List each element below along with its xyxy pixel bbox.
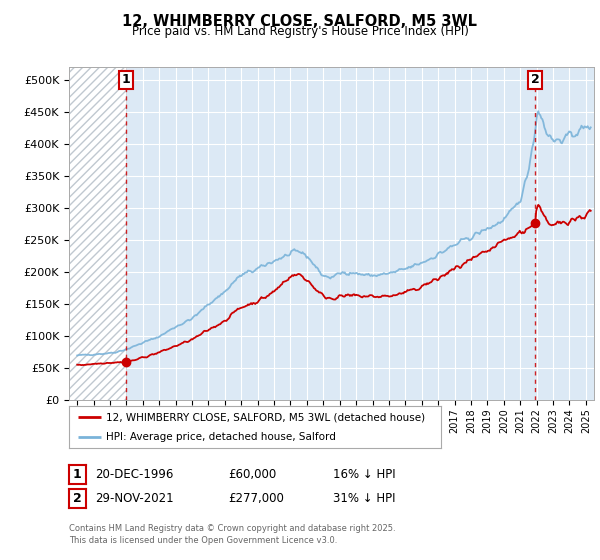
Text: 2: 2	[531, 73, 539, 86]
Text: 29-NOV-2021: 29-NOV-2021	[95, 492, 173, 505]
Text: 16% ↓ HPI: 16% ↓ HPI	[333, 468, 395, 482]
Text: Contains HM Land Registry data © Crown copyright and database right 2025.
This d: Contains HM Land Registry data © Crown c…	[69, 524, 395, 545]
Text: 1: 1	[122, 73, 130, 86]
Text: £277,000: £277,000	[228, 492, 284, 505]
Text: 12, WHIMBERRY CLOSE, SALFORD, M5 3WL: 12, WHIMBERRY CLOSE, SALFORD, M5 3WL	[122, 14, 478, 29]
Text: 2: 2	[73, 492, 82, 505]
Text: 12, WHIMBERRY CLOSE, SALFORD, M5 3WL (detached house): 12, WHIMBERRY CLOSE, SALFORD, M5 3WL (de…	[106, 412, 425, 422]
Text: 31% ↓ HPI: 31% ↓ HPI	[333, 492, 395, 505]
Bar	[69, 67, 127, 400]
Text: 20-DEC-1996: 20-DEC-1996	[95, 468, 173, 482]
Text: £60,000: £60,000	[228, 468, 276, 482]
Text: 1: 1	[73, 468, 82, 482]
Text: HPI: Average price, detached house, Salford: HPI: Average price, detached house, Salf…	[106, 432, 336, 442]
Text: Price paid vs. HM Land Registry's House Price Index (HPI): Price paid vs. HM Land Registry's House …	[131, 25, 469, 38]
